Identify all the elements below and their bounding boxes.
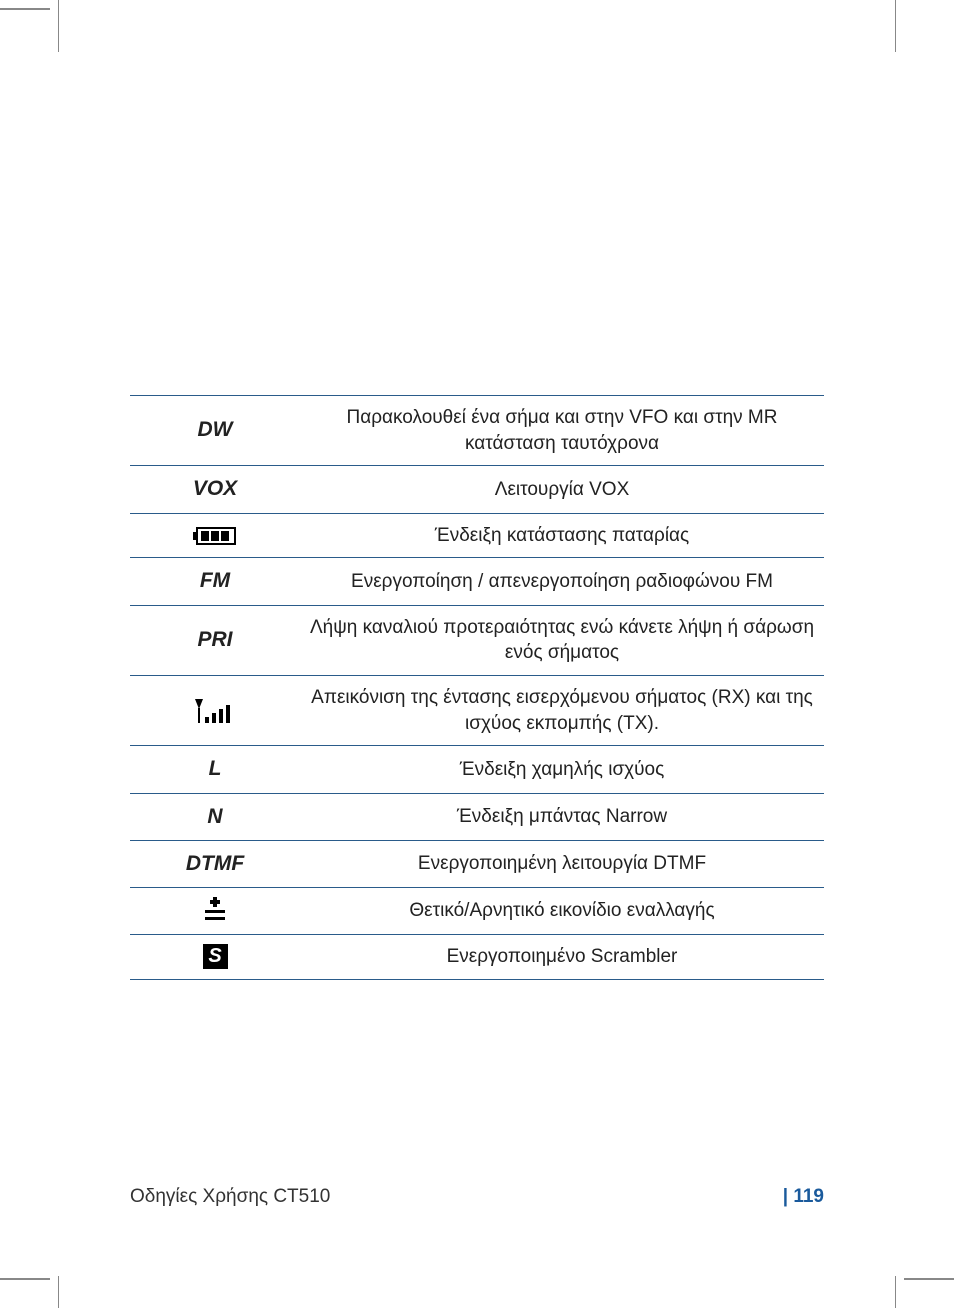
table-row: FMΕνεργοποίηση / απενεργοποίηση ραδιοφών… [130, 558, 824, 605]
symbol-text: FM [130, 558, 300, 605]
symbol-text: N [130, 793, 300, 840]
description-cell: Θετικό/Αρνητικό εικονίδιο εναλλαγής [300, 888, 824, 935]
footer-page-block: | 119 [783, 1186, 824, 1208]
table-row: S Ενεργοποιημένο Scrambler [130, 935, 824, 980]
battery-icon [130, 513, 300, 558]
table-row: NΈνδειξη μπάντας Narrow [130, 793, 824, 840]
symbol-text: DW [130, 396, 300, 466]
plus-minus-icon [130, 888, 300, 935]
description-cell: Ενεργοποιημένο Scrambler [300, 935, 824, 980]
description-cell: Λειτουργία VOX [300, 466, 824, 513]
description-cell: Ένδειξη κατάστασης παταρίας [300, 513, 824, 558]
description-cell: Λήψη καναλιού προτεραιότητας ενώ κάνετε … [300, 605, 824, 675]
symbol-text: DTMF [130, 840, 300, 887]
description-cell: Παρακολουθεί ένα σήμα και στην VFO και σ… [300, 396, 824, 466]
footer-pipe: | [783, 1186, 788, 1207]
antenna-signal-icon [130, 675, 300, 745]
description-cell: Ενεργοποιημένη λειτουργία DTMF [300, 840, 824, 887]
definitions-table: DWΠαρακολουθεί ένα σήμα και στην VFO και… [130, 395, 824, 980]
table-row: DWΠαρακολουθεί ένα σήμα και στην VFO και… [130, 396, 824, 466]
table-body: DWΠαρακολουθεί ένα σήμα και στην VFO και… [130, 396, 824, 980]
description-cell: Απεικόνιση της έντασης εισερχόμενου σήμα… [300, 675, 824, 745]
s-box-letter: S [203, 944, 228, 969]
table-row: LΈνδειξη χαμηλής ισχύος [130, 746, 824, 793]
footer-doc-title: Οδηγίες Χρήσης CT510 [130, 1186, 330, 1208]
symbol-text: L [130, 746, 300, 793]
description-cell: Ενεργοποίηση / απενεργοποίηση ραδιοφώνου… [300, 558, 824, 605]
table-row: Θετικό/Αρνητικό εικονίδιο εναλλαγής [130, 888, 824, 935]
scrambler-s-icon: S [130, 935, 300, 980]
page-footer: Οδηγίες Χρήσης CT510 | 119 [130, 1186, 824, 1208]
table-row: PRIΛήψη καναλιού προτεραιότητας ενώ κάνε… [130, 605, 824, 675]
symbol-text: VOX [130, 466, 300, 513]
footer-page-number: 119 [793, 1186, 824, 1207]
table-row: DTMFΕνεργοποιημένη λειτουργία DTMF [130, 840, 824, 887]
description-cell: Ένδειξη χαμηλής ισχύος [300, 746, 824, 793]
symbol-text: PRI [130, 605, 300, 675]
table-row: VOXΛειτουργία VOX [130, 466, 824, 513]
table-row: Απεικόνιση της έντασης εισερχόμενου σήμα… [130, 675, 824, 745]
description-cell: Ένδειξη μπάντας Narrow [300, 793, 824, 840]
table-row: Ένδειξη κατάστασης παταρίας [130, 513, 824, 558]
definitions-table-container: DWΠαρακολουθεί ένα σήμα και στην VFO και… [130, 395, 824, 980]
